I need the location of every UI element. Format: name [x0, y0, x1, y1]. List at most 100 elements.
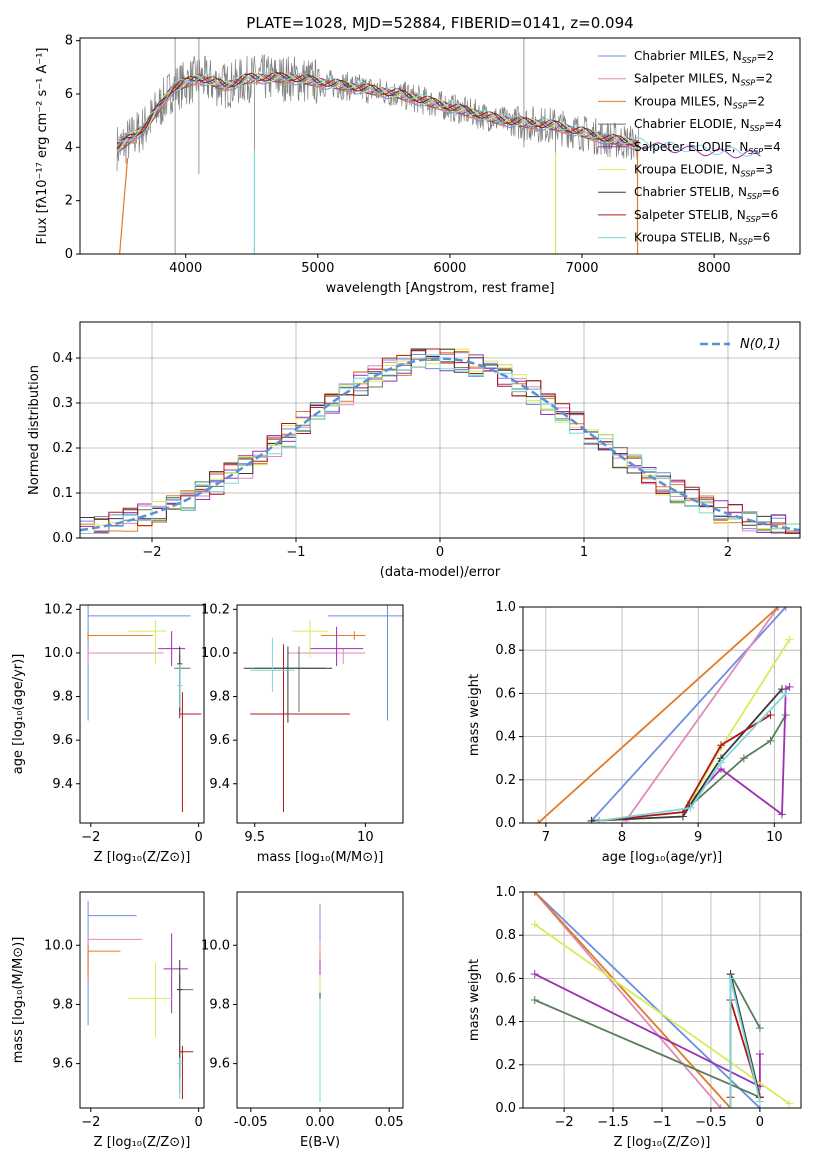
- y-tick-label: 10.2: [44, 602, 73, 617]
- axes-frame: [79, 604, 205, 824]
- x-tick-label: 0.05: [375, 1115, 404, 1130]
- x-tick-label: 0: [194, 830, 202, 845]
- y-axis-label: Flux [fλ10⁻¹⁷ erg cm⁻² s⁻¹ A⁻¹]: [35, 48, 50, 245]
- mass-extinction-axes: -0.05 0.00 0.05 9.6 9.8 10.0 E(B-V): [201, 891, 404, 1150]
- y-tick-label: 6: [65, 87, 73, 102]
- y-tick-label: 0: [65, 247, 73, 262]
- x-tick-label: −2: [81, 1115, 100, 1130]
- weight-age-line-4: [682, 714, 787, 813]
- age-mass-axes: 9.5 10 9.4 9.6 9.8 10.0 10.2 mass [log₁₀(M/M⊙)]: [201, 602, 404, 865]
- x-axis-label: age [log₁₀(age/yr)]: [602, 850, 723, 865]
- x-axis-label: Z [log₁₀(Z/Z⊙)]: [94, 1135, 191, 1150]
- weight-age-marker: [777, 685, 786, 694]
- y-tick-label: 1.0: [495, 885, 516, 900]
- weight-metal-marker: [755, 1024, 764, 1033]
- y-tick-label: 9.6: [209, 733, 230, 748]
- y-axis-label: Normed distribution: [27, 365, 42, 495]
- weight-age-marker: [785, 682, 794, 691]
- weight-age-marker: [774, 607, 783, 611]
- weight-metal-line-4: [534, 973, 762, 1099]
- y-tick-label: 1.0: [495, 600, 516, 615]
- axes-frame: [79, 891, 205, 1109]
- y-tick-label: 9.6: [52, 733, 73, 748]
- y-axis-label: mass weight: [467, 674, 482, 756]
- legend-entry: Chabrier STELIB, NSSP=6: [634, 185, 779, 201]
- y-tick-label: 0.2: [52, 441, 73, 456]
- age-metallicity-axes: −2 0 9.4 9.6 9.8 10.0 10.2 Z [log₁₀(Z/Z⊙)] age […: [11, 602, 205, 865]
- axes-frame: [236, 891, 404, 1109]
- weight-age-line-1: [590, 607, 787, 822]
- x-tick-label: 4000: [169, 261, 202, 276]
- legend-entry: Kroupa STELIB, NSSP=6: [634, 231, 770, 247]
- model-spectrum-6: [116, 73, 639, 152]
- weight-age-line-3: [537, 607, 779, 823]
- y-tick-label: 10.0: [44, 646, 73, 661]
- weight-metal-line-9: [729, 978, 761, 1108]
- x-tick-label: −2: [81, 830, 100, 845]
- weight-age-marker: [739, 754, 748, 763]
- weight-metal-marker: [530, 920, 539, 929]
- legend-entry: Salpeter ELODIE, NSSP=4: [634, 140, 781, 156]
- weight-age-marker: [781, 689, 790, 698]
- weight-metal-marker: [716, 1104, 725, 1108]
- y-tick-label: 2: [65, 194, 73, 209]
- y-tick-label: 0.8: [495, 928, 516, 943]
- plot-area: [87, 900, 194, 1100]
- y-tick-label: 9.4: [52, 777, 73, 792]
- y-tick-label: 0.8: [495, 643, 516, 658]
- x-tick-label: 10: [357, 830, 374, 845]
- y-tick-label: 0.2: [495, 1058, 516, 1073]
- y-tick-label: 10.0: [44, 938, 73, 953]
- plot-area: [80, 348, 800, 534]
- y-tick-label: 0.6: [495, 971, 516, 986]
- x-tick-label: 0: [436, 545, 444, 560]
- model-dropout: [119, 157, 129, 254]
- y-tick-label: 10.0: [201, 938, 230, 953]
- spectrum-axes: 4000 5000 6000 7000 8000 0 2 4 6 8 wavelength [Ang…: [35, 34, 801, 296]
- weight-metal-line-5: [534, 973, 761, 1088]
- x-tick-label: 2: [724, 545, 732, 560]
- weight-age-line-7: [591, 688, 783, 822]
- y-tick-label: 0.0: [495, 1101, 516, 1116]
- weight-metal-marker: [726, 974, 735, 983]
- x-tick-label: 7000: [565, 261, 598, 276]
- weight-metal-marker: [755, 1050, 764, 1058]
- weight-metal-marker: [755, 1097, 764, 1106]
- weight-age-marker: [587, 816, 596, 823]
- weight-metal-line-1: [534, 892, 761, 1108]
- weight-age-marker: [766, 711, 775, 719]
- x-axis-label: wavelength [Angstrom, rest frame]: [326, 281, 555, 296]
- legend-entry: Chabrier ELODIE, NSSP=4: [634, 117, 782, 133]
- x-tick-label: −1: [652, 1115, 671, 1130]
- legend-entry: Salpeter MILES, NSSP=2: [634, 72, 773, 88]
- x-tick-label: 8000: [698, 261, 731, 276]
- x-axis-label: Z [log₁₀(Z/Z⊙)]: [614, 1135, 711, 1150]
- plot-area: [530, 892, 794, 1108]
- weight-metal-marker: [530, 996, 539, 1004]
- weight-metal-marker: [530, 892, 539, 896]
- y-tick-label: 4: [65, 140, 73, 155]
- x-tick-label: 1: [580, 545, 588, 560]
- y-tick-label: 8: [65, 34, 73, 49]
- weight-metal-line-3: [534, 892, 732, 1108]
- y-tick-label: 0.3: [52, 396, 73, 411]
- y-tick-label: 0.6: [495, 686, 516, 701]
- x-tick-label: −1: [286, 545, 305, 560]
- legend-entry: Kroupa MILES, NSSP=2: [634, 94, 765, 110]
- y-tick-label: 9.8: [209, 997, 230, 1012]
- y-tick-label: 0.0: [52, 531, 73, 546]
- weight-age-marker: [534, 819, 543, 823]
- weight-age-marker: [686, 803, 695, 812]
- plot-area: [116, 38, 761, 254]
- weight-age-marker: [781, 607, 790, 611]
- y-tick-label: 9.8: [52, 690, 73, 705]
- x-tick-label: −2: [555, 1115, 574, 1130]
- weight-age-marker: [595, 816, 604, 823]
- x-tick-label: 0: [756, 1115, 764, 1130]
- y-tick-label: 0.4: [495, 730, 516, 745]
- data-spectrum: [116, 53, 639, 172]
- weight-age-marker: [717, 741, 726, 750]
- y-tick-label: 0.2: [495, 773, 516, 788]
- weight-metal-marker: [530, 970, 539, 979]
- weight-age-marker: [785, 635, 794, 644]
